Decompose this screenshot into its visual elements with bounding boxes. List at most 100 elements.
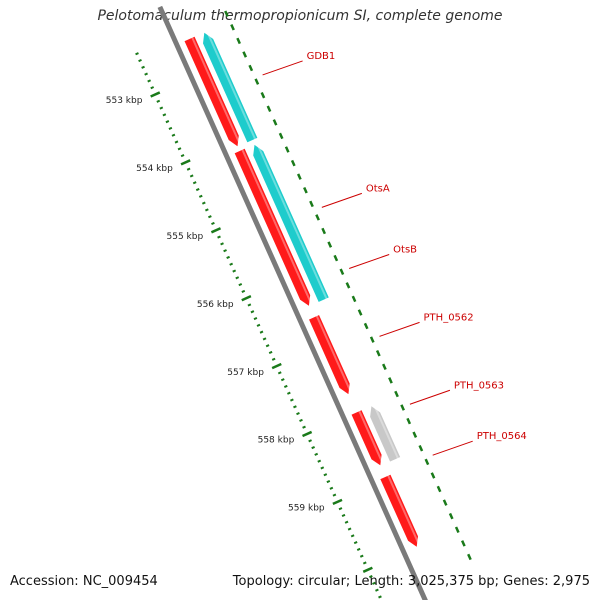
- feature-highlight-0: [191, 36, 242, 147]
- ruler-minor-tick: [150, 86, 155, 90]
- ruler-minor-tick: [350, 534, 355, 538]
- outer-tick: [363, 322, 369, 330]
- outer-tick: [242, 51, 248, 58]
- outer-tick: [260, 91, 266, 99]
- genes-value: 2,975: [552, 574, 590, 589]
- ruler-minor-tick: [296, 412, 300, 416]
- ruler-minor-tick: [320, 466, 325, 470]
- ruler-minor-tick: [171, 133, 176, 137]
- outer-tick: [278, 132, 284, 140]
- ruler-minor-tick: [359, 554, 364, 558]
- ruler-major-tick: [210, 227, 222, 234]
- gene-label: OtsB: [393, 244, 417, 255]
- ruler-minor-tick: [217, 235, 221, 239]
- outer-tick: [460, 540, 466, 547]
- ruler-minor-tick: [238, 283, 243, 287]
- ruler-minor-tick: [332, 493, 337, 497]
- feature-arrow-otsb-reverse: [252, 143, 331, 304]
- outer-tick: [430, 472, 436, 479]
- outer-tick: [296, 173, 302, 180]
- outer-tick: [224, 10, 229, 17]
- outer-tick: [357, 309, 363, 316]
- ruler-minor-tick: [353, 541, 358, 545]
- ruler-minor-tick: [147, 79, 152, 83]
- ruler-minor-tick: [204, 208, 209, 212]
- ruler-tick-label: 555 kbp: [167, 232, 204, 242]
- gene-label: PTH_0562: [424, 312, 474, 323]
- outer-tick: [382, 363, 387, 371]
- gene-label-leader: [432, 440, 473, 456]
- ruler-minor-tick: [268, 350, 273, 355]
- feature-arrow-otsa-forward: [233, 147, 312, 308]
- ruler-minor-tick: [262, 337, 267, 341]
- gene-label: PTH_0563: [454, 380, 504, 391]
- ruler-tick-label: 559 kbp: [288, 504, 325, 514]
- outer-tick: [321, 227, 327, 235]
- ruler-minor-tick: [338, 507, 343, 511]
- ruler-minor-tick: [180, 154, 185, 158]
- outer-tick: [303, 187, 308, 194]
- ruler-minor-tick: [198, 194, 203, 198]
- outer-tick: [369, 336, 375, 343]
- outer-tick: [333, 254, 339, 262]
- ruler-minor-tick: [378, 595, 382, 599]
- outer-tick: [266, 105, 272, 113]
- feature-highlight-6: [372, 403, 399, 459]
- ruler-minor-tick: [317, 459, 322, 463]
- length-value: 3,025,375 bp: [407, 574, 495, 589]
- topology-label: Topology:: [232, 574, 294, 589]
- feature-arrow-pth_0562-forward: [307, 313, 351, 396]
- ruler-major-tick: [180, 159, 191, 166]
- outer-tick: [248, 64, 254, 72]
- genome-stats: Topology: circular; Length: 3,025,375 bp…: [232, 574, 590, 589]
- ruler-minor-tick: [290, 398, 294, 402]
- genome-backbone: [157, 5, 428, 600]
- ruler-minor-tick: [253, 316, 258, 321]
- ruler-minor-tick: [186, 167, 191, 171]
- ruler-minor-tick: [229, 262, 234, 266]
- outer-tick: [272, 119, 278, 126]
- outer-tick: [230, 24, 235, 31]
- outer-tick: [412, 431, 418, 438]
- ruler-minor-tick: [326, 479, 331, 484]
- outer-tick: [345, 282, 351, 289]
- accession-info: Accession: NC_009454: [10, 574, 158, 589]
- feature-highlight-4: [315, 315, 353, 395]
- outer-tick: [448, 512, 454, 520]
- feature-highlight-1: [205, 30, 257, 140]
- gene-label: GDB1: [307, 51, 336, 62]
- accession-value: NC_009454: [82, 574, 158, 589]
- genes-label: Genes:: [503, 574, 549, 589]
- ruler-minor-tick: [280, 378, 285, 382]
- gene-label-leader: [262, 60, 303, 76]
- length-label: Length:: [354, 574, 404, 589]
- gene-label: OtsA: [366, 183, 390, 194]
- outer-tick: [254, 78, 260, 85]
- ruler-major-tick: [302, 430, 313, 438]
- ruler-minor-tick: [174, 140, 179, 144]
- outer-tick: [388, 377, 393, 384]
- ruler-minor-tick: [135, 52, 139, 56]
- ruler-minor-tick: [241, 289, 246, 293]
- ruler-major-tick: [271, 362, 282, 370]
- ruler-tick-label: 558 kbp: [258, 436, 295, 446]
- outer-tick: [442, 499, 448, 506]
- ruler-minor-tick: [168, 126, 173, 130]
- outer-tick: [339, 268, 345, 275]
- outer-tick: [436, 485, 442, 493]
- ruler-minor-tick: [141, 65, 145, 69]
- feature-arrow-pth_0563-forward: [350, 408, 383, 468]
- outer-tick: [236, 37, 241, 45]
- ruler-minor-tick: [195, 187, 200, 192]
- outer-tick: [375, 349, 381, 357]
- ruler-minor-tick: [308, 439, 312, 443]
- ruler-minor-tick: [144, 72, 148, 76]
- ruler-minor-tick: [232, 269, 237, 273]
- ruler-minor-tick: [235, 276, 240, 280]
- ruler-minor-tick: [177, 147, 182, 151]
- ruler-tick-label: 553 kbp: [106, 96, 143, 106]
- feature-arrow-gdb1-reverse: [201, 31, 259, 144]
- ruler-minor-tick: [156, 99, 161, 103]
